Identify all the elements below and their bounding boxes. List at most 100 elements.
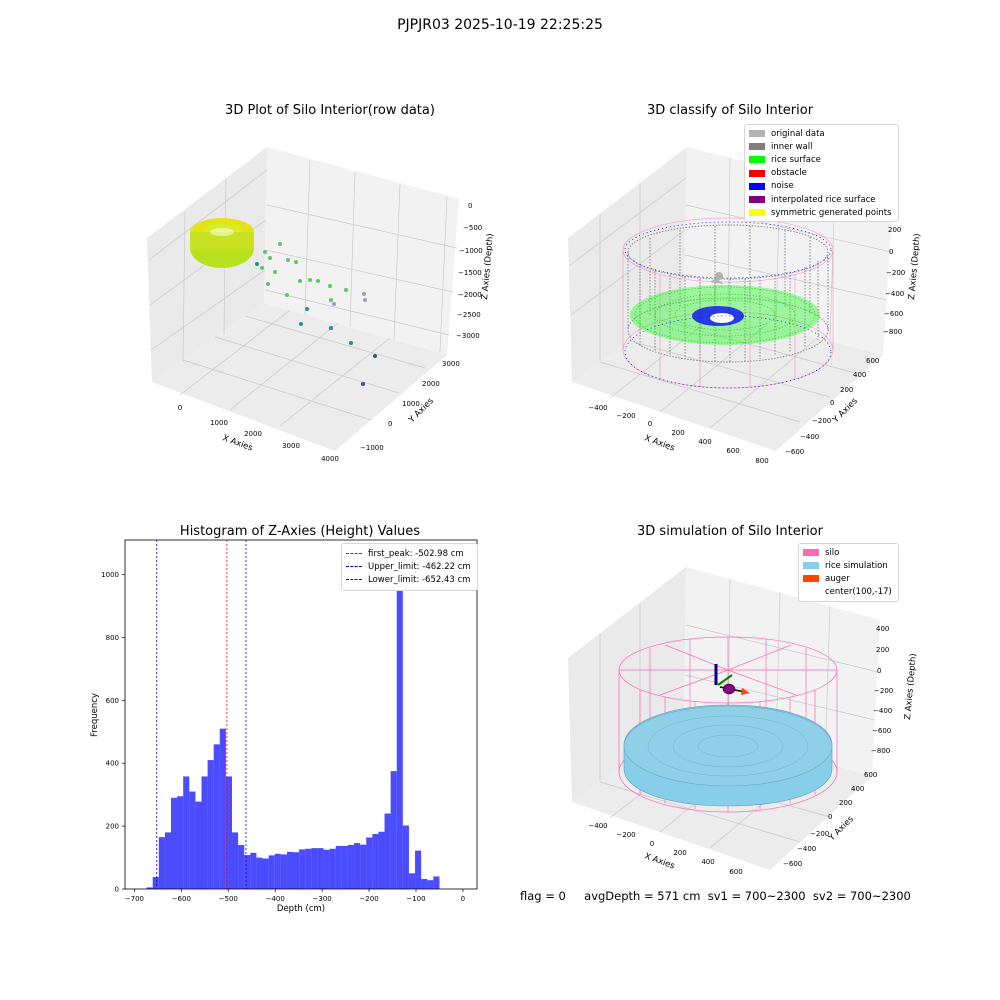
raw-z-tick: −1500 xyxy=(458,269,482,277)
classify-x-tick: 0 xyxy=(648,420,652,428)
raw-x-tick: 4000 xyxy=(321,455,339,463)
legend-line xyxy=(346,553,362,555)
status-line: flag = 0 avgDepth = 571 cm sv1 = 700~230… xyxy=(520,889,911,903)
legend-label: silo xyxy=(825,547,840,558)
legend-label: obstacle xyxy=(771,168,807,179)
histogram-bar xyxy=(146,887,153,889)
raw-z-tick: 0 xyxy=(468,202,472,210)
classify-y-tick: 0 xyxy=(830,399,834,407)
legend-swatch xyxy=(749,143,765,151)
y-tick-label: 800 xyxy=(106,634,119,642)
histogram-bar xyxy=(384,813,391,889)
figure-title: PJPJR03 2025-10-19 22:25:25 xyxy=(397,17,603,33)
raw-y-tick: 2000 xyxy=(422,380,440,388)
histogram-bar xyxy=(280,854,287,889)
x-tick-label: −400 xyxy=(266,895,285,903)
histogram-bar xyxy=(177,796,184,889)
raw-z-tick: −3000 xyxy=(456,332,480,340)
histogram-bar xyxy=(225,776,233,889)
sim-y-tick: 600 xyxy=(864,771,877,779)
x-tick-label: 0 xyxy=(461,895,465,903)
legend-item: interpolated rice surface xyxy=(749,193,892,206)
legend-line xyxy=(346,579,362,581)
sim-x-tick: 600 xyxy=(729,868,742,876)
histogram-bar xyxy=(189,791,196,889)
sim-z-tick: −600 xyxy=(872,727,891,735)
histogram-bar xyxy=(286,851,294,889)
legend-swatch xyxy=(803,589,819,596)
sim-y-tick: 200 xyxy=(839,799,852,807)
legend-item: obstacle xyxy=(749,167,892,180)
classify-y-tick: −600 xyxy=(785,448,804,456)
histogram-title: Histogram of Z-Axies (Height) Values xyxy=(179,524,421,539)
histogram-bar xyxy=(372,833,379,889)
histogram-bar xyxy=(238,844,245,889)
x-tick-label: −700 xyxy=(125,895,144,903)
histogram-legend: first_peak: -502.98 cm Upper_limit: -462… xyxy=(341,543,478,591)
histogram-bar xyxy=(317,848,324,889)
raw-y-tick: 0 xyxy=(388,420,392,428)
histogram-bar xyxy=(195,801,202,889)
histogram-bar xyxy=(256,857,263,889)
legend-swatch xyxy=(749,182,765,190)
x-tick-label: −500 xyxy=(219,895,238,903)
histogram-bar xyxy=(341,845,348,889)
legend-swatch xyxy=(803,549,819,557)
legend-item: Upper_limit: -462.22 cm xyxy=(346,560,471,573)
legend-swatch xyxy=(749,130,765,138)
legend-swatch xyxy=(749,196,765,204)
classify-x-tick: 200 xyxy=(671,429,684,437)
classify-z-tick: −800 xyxy=(883,328,902,336)
histogram-bar xyxy=(213,744,220,889)
raw-x-tick: 0 xyxy=(178,404,182,412)
sim-y-tick: 0 xyxy=(828,813,832,821)
sim-z-tick: 200 xyxy=(876,646,889,654)
sim-x-tick: −400 xyxy=(588,822,607,830)
histogram-bar xyxy=(433,876,440,889)
x-tick-label: −300 xyxy=(313,895,332,903)
legend-label: noise xyxy=(771,181,794,192)
y-tick-label: 200 xyxy=(106,823,119,831)
classify-z-label: Z Axies (Depth) xyxy=(907,233,923,300)
x-tick-label: −200 xyxy=(359,895,378,903)
legend-swatch xyxy=(803,575,819,583)
raw-z-tick: −1000 xyxy=(459,247,483,255)
raw-plot-title: 3D Plot of Silo Interior(row data) xyxy=(225,103,435,118)
classify-3d-plot: −400 −200 0 200 400 600 800 −600 −400 −2… xyxy=(568,147,923,465)
classify-plot-title: 3D classify of Silo Interior xyxy=(646,103,814,118)
legend-label: inner wall xyxy=(771,141,813,152)
y-tick-label: 0 xyxy=(115,886,119,894)
legend-label: symmetric generated points xyxy=(771,207,892,218)
histogram-bar xyxy=(323,849,330,889)
histogram-bar xyxy=(158,837,165,889)
histogram-bar xyxy=(366,837,373,889)
y-tick-label: 600 xyxy=(106,697,119,705)
classify-z-tick: −600 xyxy=(884,310,903,318)
x-tick-label: −600 xyxy=(172,895,191,903)
y-tick-label: 400 xyxy=(106,760,119,768)
histogram-y-label: Frequency xyxy=(90,693,100,737)
histogram-bar xyxy=(335,845,342,889)
histogram-chart: −700 −600 −500 −400 −300 −200 −100 0 0 200 400 600 8… xyxy=(90,539,478,914)
raw-y-tick: 3000 xyxy=(442,360,460,368)
histogram-bar xyxy=(152,877,159,889)
histogram-bar xyxy=(274,853,281,889)
histogram-bar xyxy=(408,873,416,889)
classify-x-tick: −200 xyxy=(616,412,635,420)
legend-label: Upper_limit: -462.22 cm xyxy=(368,561,471,572)
sim-z-tick: −400 xyxy=(873,707,892,715)
legend-item: noise xyxy=(749,180,892,193)
histogram-bar xyxy=(421,878,428,889)
y-tick-label: 1000 xyxy=(101,571,119,579)
raw-z-tick: −500 xyxy=(463,224,482,232)
flag-text: flag = 0 xyxy=(520,889,566,903)
raw-y-tick: 1000 xyxy=(402,400,420,408)
simulation-legend: silo rice simulation auger center(100,-1… xyxy=(798,543,899,602)
sim-x-tick: 400 xyxy=(701,858,714,866)
histogram-bar xyxy=(262,858,269,889)
legend-swatch xyxy=(803,562,819,570)
classify-z-tick: −200 xyxy=(886,269,905,277)
legend-swatch xyxy=(749,209,765,217)
histogram-bar xyxy=(170,797,178,889)
histogram-x-label: Depth (cm) xyxy=(277,904,325,914)
